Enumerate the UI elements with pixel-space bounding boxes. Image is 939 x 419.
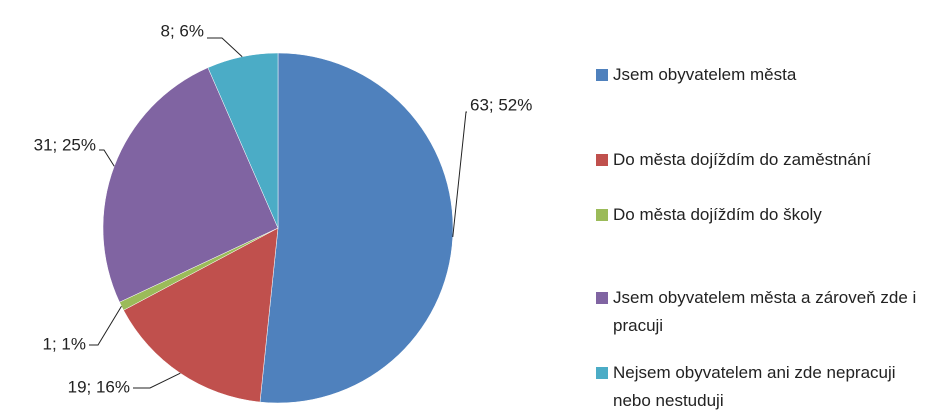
pie-slice: [207, 52, 279, 229]
data-label: 8; 6%: [161, 21, 204, 40]
legend-label: Do města dojíždím do školy: [613, 205, 822, 224]
leader-line: [207, 37, 243, 58]
legend-swatch: [596, 69, 608, 81]
legend-item: Do města dojíždím do školy: [596, 201, 936, 229]
legend-label: Do města dojíždím do zaměstnání: [613, 150, 871, 169]
legend-item: Nejsem obyvatelem ani zde nepracuji nebo…: [596, 359, 936, 415]
legend-label: Jsem obyvatelem města a zároveň zde i pr…: [613, 288, 917, 335]
legend-label: Nejsem obyvatelem ani zde nepracuji nebo…: [613, 363, 896, 410]
pie-area: 63; 52% 19; 16% 1; 1% 31; 25% 8; 6%: [34, 21, 532, 404]
leader-line: [452, 111, 467, 238]
pie-slice: [259, 52, 454, 404]
data-label: 63; 52%: [470, 95, 532, 114]
data-label: 1; 1%: [43, 334, 86, 353]
leader-line: [89, 305, 122, 346]
legend-swatch: [596, 209, 608, 221]
legend-item: Jsem obyvatelem města a zároveň zde i pr…: [596, 284, 936, 340]
legend-swatch: [596, 367, 608, 379]
data-label: 31; 25%: [34, 135, 96, 154]
legend-swatch: [596, 154, 608, 166]
legend-swatch: [596, 292, 608, 304]
legend-item: Do města dojíždím do zaměstnání: [596, 146, 936, 174]
leader-line: [99, 149, 115, 167]
legend-label: Jsem obyvatelem města: [613, 65, 797, 84]
data-label: 19; 16%: [68, 377, 130, 396]
legend-item: Jsem obyvatelem města: [596, 61, 936, 89]
leader-line: [133, 372, 181, 389]
